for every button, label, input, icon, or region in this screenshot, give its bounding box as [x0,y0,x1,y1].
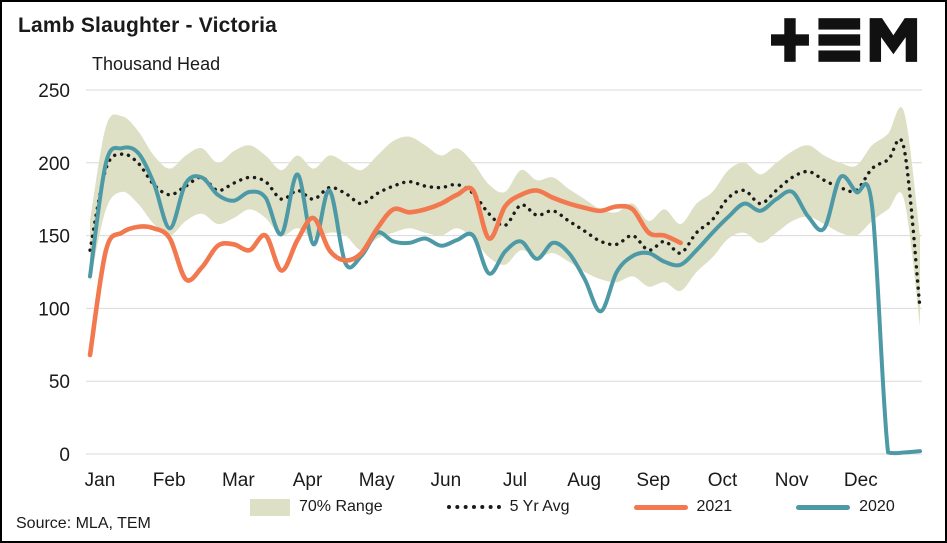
legend-label-2020: 2020 [859,498,895,515]
y-tick-label: 150 [38,227,70,248]
legend-label-avg: 5 Yr Avg [509,498,570,515]
legend-item-2020: 2020 [796,498,895,516]
line-2021 [87,185,683,358]
y-tick-label: 200 [38,154,70,175]
avg-line [88,137,922,311]
legend-item-2021: 2021 [633,498,733,516]
x-tick-label: Nov [775,470,809,491]
range-band [90,107,920,326]
x-tick-label: Sep [636,470,670,491]
line-2020 [88,145,922,456]
y-tick-label: 100 [38,299,70,320]
y-tick-label: 0 [59,445,70,466]
y-axis-unit-label: Thousand Head [92,54,221,74]
chart-legend: 70% Range 5 Yr Avg 2021 2020 [250,498,925,516]
legend-label-2021: 2021 [696,498,733,515]
y-tick-label: 250 [38,81,70,102]
legend-label-range: 70% Range [299,498,383,515]
source-note: Source: MLA, TEM [16,515,151,532]
range-band-swatch [250,498,290,516]
legend-item-range: 70% Range [250,498,383,516]
x-tick-label: May [359,470,395,491]
x-tick-label: Apr [293,470,323,491]
avg-line-swatch [446,505,501,509]
x-tick-label: Aug [567,470,601,491]
x-tick-label: Jun [431,470,462,491]
tem-logo-glyphs [771,18,918,62]
line-2021-swatch [633,504,688,510]
x-tick-label: Feb [153,470,186,491]
x-tick-label: Jan [85,470,116,491]
page-title: Lamb Slaughter - Victoria [18,14,277,37]
x-tick-label: Oct [708,470,738,491]
y-tick-label: 50 [49,372,70,393]
x-tick-label: Jul [503,470,527,491]
x-tick-label: Dec [844,470,878,491]
tem-logo [771,18,918,62]
x-tick-label: Mar [222,470,255,491]
line-2020-swatch [796,504,851,510]
legend-item-avg: 5 Yr Avg [446,498,570,516]
